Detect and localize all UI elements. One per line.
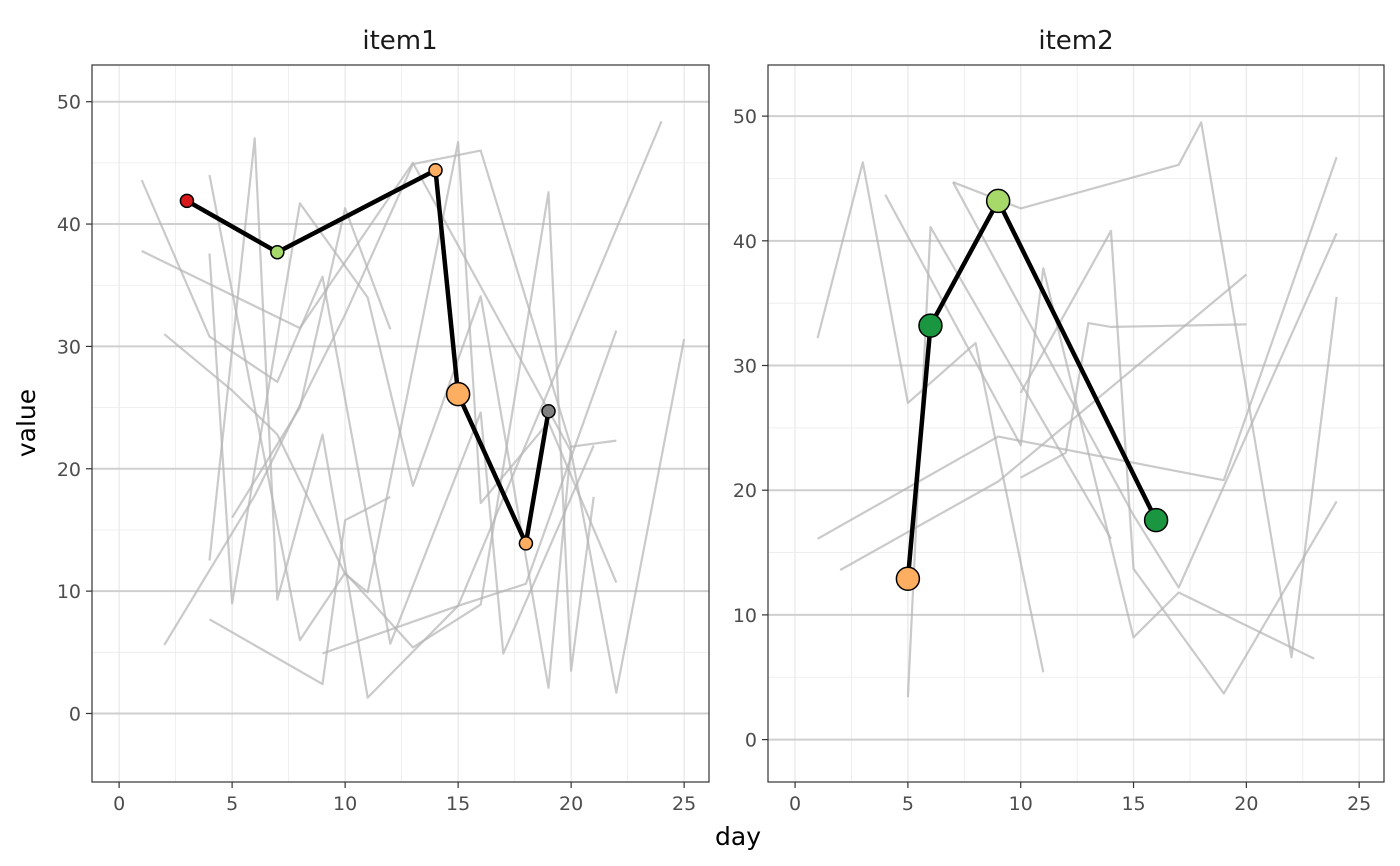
x-axis: 0 5 10 15 20 25 [113,782,696,815]
x-tick-label: 0 [789,793,801,815]
background-series-line [231,207,392,519]
background-series-line [163,141,618,594]
y-tick-label: 30 [733,356,757,378]
highlight-series-line [185,167,551,546]
background-series-line [140,179,595,655]
background-series-lines [140,120,686,699]
background-series-line [906,226,1112,698]
background-series-line [208,495,391,686]
background-series-line [884,194,1315,660]
data-point [985,188,1011,214]
y-tick-label: 50 [57,92,81,114]
x-tick-label: 25 [672,793,696,815]
panel-border [91,64,710,783]
data-point [541,404,556,419]
background-series-line [1020,322,1247,479]
x-tick-label: 15 [1121,793,1145,815]
data-point [518,536,534,551]
background-series-line [952,181,1338,589]
background-series-line [839,273,1248,571]
x-axis: 0 5 10 15 20 25 [789,782,1371,815]
background-series-line [208,137,618,699]
y-tick-label: 50 [733,106,757,128]
x-tick-label: 0 [113,793,125,815]
minor-gridlines [92,65,709,782]
y-tick-label: 20 [733,480,757,502]
highlight-points [895,188,1169,591]
background-series-lines [816,121,1338,698]
data-point [895,566,921,591]
x-tick-label: 5 [226,793,238,815]
y-tick-label: 0 [69,703,81,725]
x-tick-label: 10 [1009,793,1033,815]
x-axis-title: day [715,822,761,851]
background-series-line [817,156,1338,540]
background-series-line [1019,229,1338,695]
background-series-line [208,202,573,689]
data-point [918,313,943,338]
minor-gridlines [768,65,1384,782]
panel-title-item1: item1 [362,26,437,56]
x-tick-label: 25 [1347,793,1371,815]
panel-item2: item2 0 5 10 15 20 25 0 10 20 30 40 50 [733,26,1385,815]
y-tick-label: 40 [57,214,81,236]
y-tick-label: 30 [57,336,81,358]
background-series-line [141,161,686,694]
x-tick-label: 10 [333,793,357,815]
y-axis: 0 10 20 30 40 50 [57,92,92,725]
data-point [1143,507,1169,533]
y-tick-label: 0 [745,730,757,752]
panel-border [767,64,1385,783]
data-point [445,381,471,407]
highlight-series-line [905,198,1159,579]
background-series-line [952,121,1338,659]
background-series-line [322,120,663,655]
background-series-line [208,174,595,672]
major-gridlines [92,65,709,782]
x-tick-label: 20 [559,793,583,815]
y-tick-label: 10 [57,581,81,603]
data-point [179,193,195,209]
highlight-series-line [905,198,1159,579]
x-tick-label: 15 [446,793,470,815]
x-tick-label: 20 [1234,793,1258,815]
highlight-series-line [185,167,551,546]
panel-title-item2: item2 [1038,26,1113,56]
x-tick-label: 5 [902,793,914,815]
background-series-line [816,161,1045,673]
data-point [428,162,443,178]
y-axis-title: value [12,389,41,457]
panel-item1: item1 0 5 10 15 20 25 0 10 20 30 40 50 [57,26,710,815]
major-gridlines [768,65,1384,782]
y-tick-label: 40 [733,231,757,253]
y-tick-label: 10 [733,605,757,627]
data-point [270,244,285,260]
highlight-points [179,162,556,551]
y-axis: 0 10 20 30 40 50 [733,106,768,752]
y-tick-label: 20 [57,459,81,481]
